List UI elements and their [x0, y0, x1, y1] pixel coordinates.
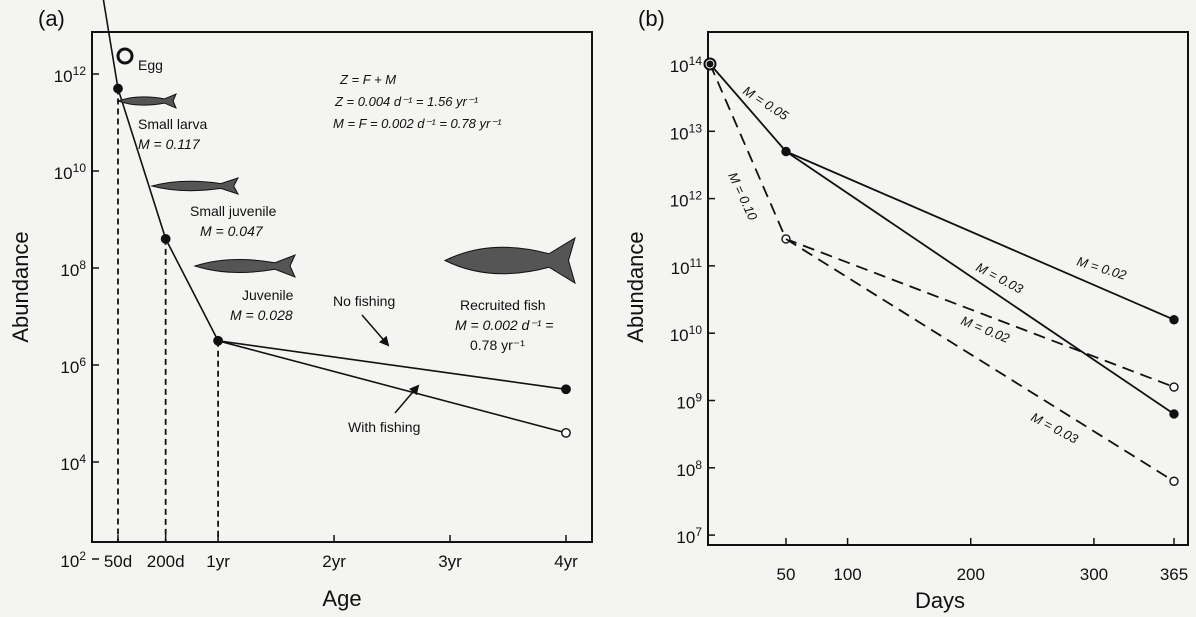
equation-z-value: Z = 0.004 d⁻¹ = 1.56 yr⁻¹	[334, 94, 479, 109]
panel-a-point	[113, 83, 123, 94]
with-fishing-label: With fishing	[348, 419, 420, 435]
juvenile-fish-icon	[193, 254, 296, 278]
panel-a-point	[213, 335, 223, 346]
panel-a-ytick-label: 108	[60, 258, 86, 280]
panel-a-xtick-label: 4yr	[554, 552, 578, 571]
fish-body	[116, 93, 177, 109]
panel-a-letter: (a)	[38, 6, 65, 31]
panel-b-xtick-label: 300	[1080, 565, 1108, 584]
panel-b-point	[1169, 409, 1179, 419]
panel-b-ytick-label: 1014	[670, 54, 703, 76]
stage-juvenile-m: M = 0.028	[230, 307, 293, 323]
panel-a-ytick-label: 106	[60, 355, 86, 377]
stage-egg-label: Egg	[138, 57, 163, 73]
stage-juvenile-label: Juvenile	[242, 287, 294, 303]
label-m-0-02-solid: M = 0.02	[1075, 254, 1129, 283]
stage-small-juvenile-m: M = 0.047	[200, 223, 264, 239]
panel-b-point	[1169, 382, 1179, 392]
recruited-fish-icon	[443, 236, 576, 285]
panel-b-xtick-label: 200	[957, 565, 985, 584]
panel-a-ytick-label: 102	[60, 549, 86, 571]
stage-small-larva-m: M = 0.117	[138, 136, 201, 152]
panel-a-line-with-fishing	[217, 340, 567, 434]
stage-small-larva-label: Small larva	[138, 116, 207, 132]
panel-a-xtick-label: 200d	[147, 552, 185, 571]
stage-recruited-label: Recruited fish	[460, 297, 546, 313]
stage-small-juvenile-label: Small juvenile	[190, 203, 277, 219]
label-m-0-05: M = 0.05	[740, 83, 792, 124]
panel-b-ytick-label: 108	[676, 458, 702, 480]
panel-b-start-ring	[705, 59, 715, 69]
panel-a-ytick-label: 1010	[54, 161, 87, 183]
panel-b-point	[1169, 476, 1179, 486]
panel-a-xtick-label: 3yr	[438, 552, 462, 571]
label-m-0-10: M = 0.10	[725, 170, 760, 223]
panel-b-letter: (b)	[638, 6, 665, 31]
panel-a-ytick-label: 104	[60, 452, 86, 474]
egg-icon	[116, 47, 134, 65]
label-m-0-03-solid: M = 0.03	[974, 259, 1027, 297]
with-fishing-arrow	[394, 384, 420, 414]
equation-z-sum: Z = F + M	[339, 72, 396, 87]
panel-b-ytick-label: 1013	[670, 121, 703, 143]
fish-body	[193, 254, 296, 278]
stage-recruited-m: M = 0.002 d⁻¹ =	[455, 317, 553, 333]
panel-b-ytick-label: 107	[676, 525, 702, 547]
fish-body	[150, 177, 240, 195]
panel-b-ytick-label: 109	[676, 391, 702, 413]
panel-b-ylabel: Abundance	[623, 231, 648, 342]
panel-a-xlabel: Age	[322, 586, 361, 611]
panel-b-frame	[707, 31, 1189, 546]
panel-a-point	[561, 427, 571, 438]
panel-b-xtick-label: 100	[833, 565, 861, 584]
panel-a-frame	[91, 31, 593, 543]
panel-b-ytick-label: 1012	[670, 189, 703, 211]
panel-b-xtick-label: 50	[777, 565, 796, 584]
label-m-0-02-dashed: M = 0.02	[959, 313, 1013, 346]
panel-a-ytick-label: 1012	[54, 64, 87, 86]
no-fishing-arrow	[361, 314, 390, 347]
fish-body	[443, 236, 576, 285]
panel-b-xtick-label: 365	[1160, 565, 1188, 584]
panel-a-ylabel: Abundance	[8, 231, 33, 342]
small-larva-icon	[116, 93, 177, 109]
panel-b-series-1	[785, 150, 1175, 415]
equation-m-value: M = F = 0.002 d⁻¹ = 0.78 yr⁻¹	[333, 116, 502, 131]
panel-b-point	[1169, 315, 1179, 325]
no-fishing-label: No fishing	[333, 293, 395, 309]
stage-recruited-m2: 0.78 yr⁻¹	[470, 337, 525, 353]
panel-a-point	[561, 384, 571, 395]
panel-b-series-3	[785, 238, 1175, 483]
panel-a-xtick-label: 50d	[104, 552, 132, 571]
panel-b-ytick-label: 1011	[671, 256, 703, 278]
small-juvenile-icon	[150, 177, 240, 195]
panel-a-point	[160, 233, 171, 244]
panel-a-xtick-label: 2yr	[322, 552, 346, 571]
label-m-0-03-dashed: M = 0.03	[1029, 409, 1082, 447]
panel-a-xtick-label: 1yr	[206, 552, 230, 571]
panel-b-xlabel: Days	[915, 588, 965, 613]
panel-b-ytick-label: 1010	[670, 323, 703, 345]
